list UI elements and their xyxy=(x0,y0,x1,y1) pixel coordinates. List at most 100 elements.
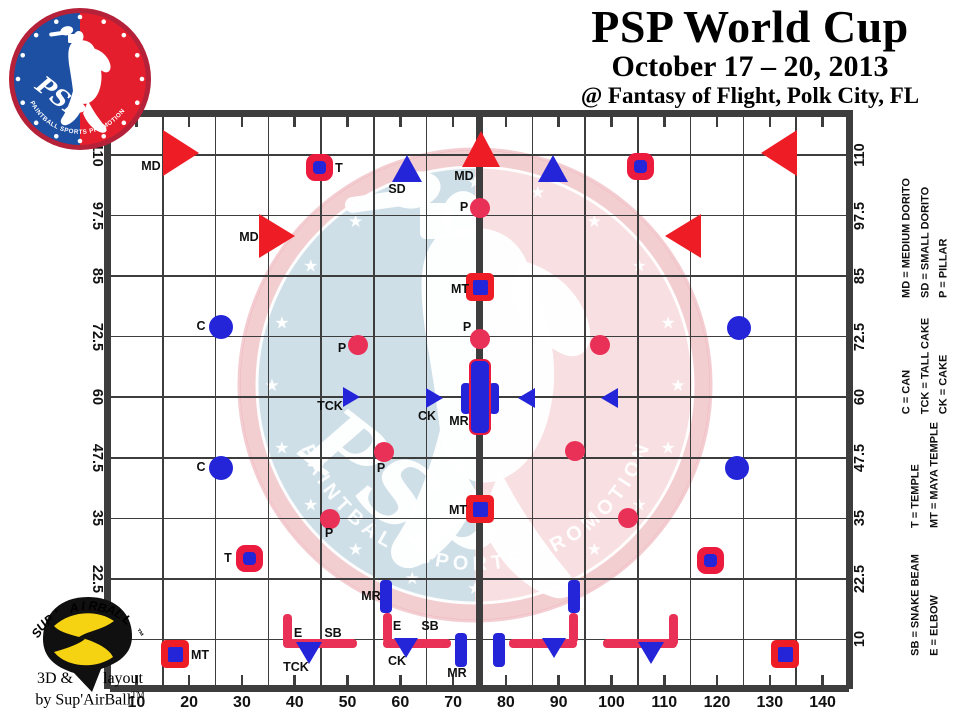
bunker-md xyxy=(761,130,797,176)
gridline-horizontal xyxy=(110,638,849,641)
field-tick-bottom xyxy=(610,675,613,685)
bunker-sd xyxy=(538,154,568,182)
bunker-label: C xyxy=(196,319,206,333)
gridline-vertical xyxy=(267,113,270,689)
x-axis-label: 50 xyxy=(338,694,357,711)
logo-dot xyxy=(139,76,145,82)
bunker-c xyxy=(209,456,233,480)
field-border-bottom xyxy=(110,685,849,692)
bunker-label: SD xyxy=(388,182,406,196)
logo-dot xyxy=(53,19,59,25)
logo-dot xyxy=(33,32,39,38)
bunker-tck xyxy=(296,642,322,664)
credit-by: by Sup'AirBall xyxy=(35,691,132,709)
field-tick-bottom xyxy=(346,675,349,685)
bunker-mr xyxy=(455,633,467,667)
field-tick-top xyxy=(663,117,666,127)
star-icon: ★ xyxy=(587,212,602,231)
star-icon: ★ xyxy=(632,257,647,276)
logo-dot xyxy=(20,52,26,58)
bunker-label: C xyxy=(196,460,206,474)
star-icon: ★ xyxy=(303,495,318,514)
gridline-vertical xyxy=(320,113,322,689)
field-tick-bottom xyxy=(557,675,560,685)
bunker-label: SB xyxy=(421,619,439,633)
bunker-mt-core xyxy=(777,646,793,662)
field-tick-top xyxy=(715,117,719,127)
star-icon: ★ xyxy=(587,540,602,559)
logo-dot xyxy=(53,133,59,139)
star-icon: ★ xyxy=(632,495,647,514)
bunker-label: TCK xyxy=(317,399,343,413)
bunker-p xyxy=(320,509,340,529)
gridline-vertical xyxy=(373,113,375,689)
logo-dot xyxy=(121,32,127,38)
bunker-c xyxy=(727,316,751,340)
x-axis-label: 100 xyxy=(598,694,625,711)
supair-s-swoosh-icon xyxy=(54,613,114,666)
field-tick-top xyxy=(768,117,772,127)
bunker-t-core xyxy=(703,553,717,567)
bunker-md xyxy=(259,214,295,258)
bunker-p xyxy=(470,198,490,218)
supair-arc-letter: ™ xyxy=(132,626,147,640)
x-axis-label: 60 xyxy=(391,694,410,711)
bunker-label: SB xyxy=(324,626,342,640)
credit-post: layout xyxy=(103,670,143,687)
field-tick-top xyxy=(399,117,402,127)
bunker-label: P xyxy=(337,341,347,355)
bunker-mr xyxy=(568,579,580,613)
bunker-ck xyxy=(517,388,535,408)
bunker-label: MT xyxy=(448,503,468,517)
bunker-mt-core xyxy=(472,279,488,295)
bunker-tck xyxy=(342,387,360,407)
gridline-horizontal xyxy=(110,457,849,459)
bunker-mt-core xyxy=(167,646,183,662)
supair-text-block: S U P ' A I R B A L L ™ 3D & layout by Sup'AirBallT… xyxy=(0,592,175,720)
gridline-vertical xyxy=(162,113,164,689)
bunker-t xyxy=(626,152,654,180)
bunker-p xyxy=(565,441,585,461)
bunker-md xyxy=(462,131,500,167)
psp-logo-blue-half xyxy=(14,13,80,145)
x-axis-label: 120 xyxy=(703,694,731,711)
bunker-label: T xyxy=(224,551,232,565)
field-tick-top xyxy=(346,117,349,127)
bunker-label: TCK xyxy=(283,660,309,674)
gridline-vertical xyxy=(689,113,692,689)
supair-arc-letter: A xyxy=(68,599,81,616)
bunker-p xyxy=(590,335,610,355)
gridline-vertical xyxy=(795,113,797,689)
bunker-t-core xyxy=(633,159,647,173)
field-tick-bottom xyxy=(663,675,666,685)
supair-arc-letter: I xyxy=(81,599,86,614)
logo-dot xyxy=(77,138,83,144)
star-icon: ★ xyxy=(530,183,545,202)
field-border-right xyxy=(845,110,853,689)
bunker-mr xyxy=(468,358,491,435)
bunker-label: MR xyxy=(449,414,469,428)
credit-pre: 3D & xyxy=(37,670,73,687)
star-icon: ★ xyxy=(660,313,675,332)
star-icon: ★ xyxy=(274,439,289,458)
bunker-mr xyxy=(380,579,392,613)
bunker-e xyxy=(282,614,292,646)
gridline-vertical xyxy=(742,113,745,689)
gridline-horizontal xyxy=(110,578,849,580)
credit-line-2: by Sup'AirBallTM xyxy=(10,687,170,708)
supair-credit: 3D & layout by Sup'AirBallTM xyxy=(10,670,170,708)
bunker-mt xyxy=(161,640,189,668)
logo-dot xyxy=(101,19,107,25)
bunker-mt-core xyxy=(472,501,488,517)
event-header: PSP World Cup October 17 – 20, 2013 @ Fa… xyxy=(544,2,956,109)
star-icon: ★ xyxy=(303,257,318,276)
logo-dot xyxy=(20,100,26,106)
credit-tm: TM xyxy=(131,690,145,700)
bunker-p xyxy=(618,508,638,528)
field-tick-bottom xyxy=(768,675,772,685)
x-axis-label: 40 xyxy=(285,694,304,711)
psp-logo: PSP PAINTBALL SPORTS PROMOTION xyxy=(9,8,151,150)
